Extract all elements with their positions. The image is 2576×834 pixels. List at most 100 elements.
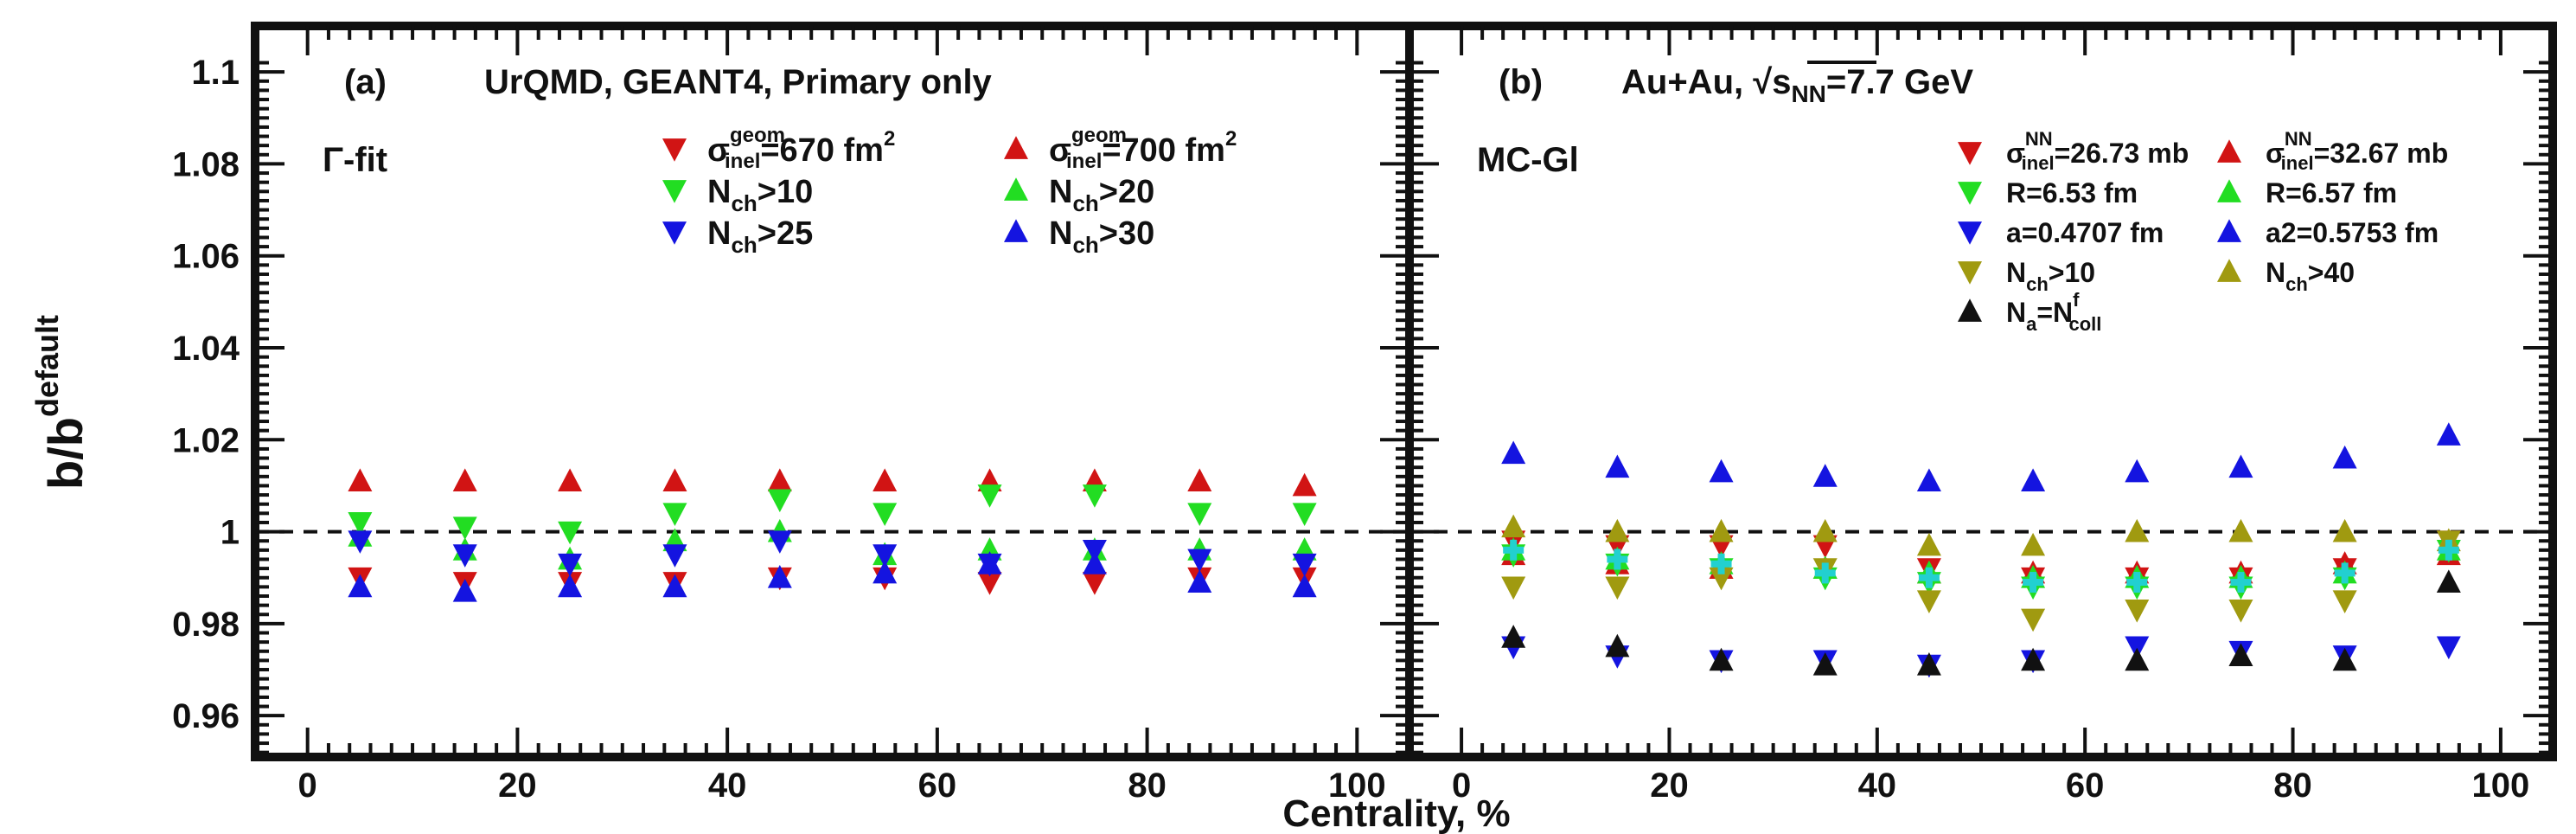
legend-sup: NN — [2025, 128, 2053, 150]
panel-tag: (b) — [1499, 63, 1543, 101]
legend-main: N — [2266, 257, 2285, 288]
data-point — [2126, 572, 2148, 593]
legend-rest: =26.73 mb — [2055, 138, 2189, 169]
legend-label: R=6.53 fm — [2006, 177, 2138, 208]
data-point — [1501, 625, 1526, 648]
data-point — [662, 544, 687, 568]
panel-title: Au+Au, √sNN=7.7 GeV — [1621, 63, 1973, 107]
title-root: √ — [1753, 63, 1773, 101]
series-4 — [348, 530, 1317, 577]
x-axis-label: Centrality, % — [1282, 792, 1510, 834]
data-point — [977, 572, 1002, 595]
legend-sub: ch — [2026, 273, 2049, 295]
data-point — [2230, 572, 2252, 593]
series-2 — [1501, 539, 2461, 600]
y-tick-label: 1.02 — [172, 421, 240, 459]
data-point — [1814, 562, 1836, 584]
y-tick-label: 1 — [221, 514, 240, 552]
legend-marker — [662, 221, 687, 245]
data-point — [348, 574, 373, 598]
legend-rest-sup: f — [2073, 289, 2080, 311]
legend-marker — [2217, 139, 2241, 163]
data-point — [977, 484, 1002, 508]
legend-main: σ — [707, 132, 730, 169]
data-point — [1709, 567, 1734, 591]
data-point — [767, 530, 792, 554]
x-tick-label: 20 — [1650, 767, 1689, 805]
method-label: Γ-fit — [323, 141, 387, 179]
y-tick-label: 1.1 — [191, 54, 240, 92]
legend-rest: >10 — [757, 174, 813, 210]
data-point — [1916, 532, 1941, 556]
data-point — [2436, 422, 2461, 446]
data-point — [873, 544, 898, 568]
data-point — [767, 468, 792, 492]
data-point — [1812, 518, 1838, 542]
data-point — [1187, 549, 1212, 573]
x-tick-label: 60 — [2066, 767, 2105, 805]
legend-marker — [662, 180, 687, 203]
legend-sub: ch — [1072, 232, 1098, 258]
series-5 — [1501, 422, 2461, 492]
data-point — [1082, 572, 1107, 595]
x-tick-label: 40 — [1858, 767, 1897, 805]
data-point — [2021, 532, 2046, 556]
legend-label: σgeom inel=700 fm2 — [1049, 124, 1237, 173]
legend-main: σ — [1049, 132, 1071, 169]
method-label: MC-Gl — [1477, 141, 1579, 179]
legend-sub: inel — [2022, 152, 2055, 174]
legend-sub: inel — [725, 150, 760, 173]
legend-sub: a — [2026, 313, 2037, 335]
legend-main: a2=0.5753 fm — [2266, 217, 2439, 248]
legend-label: σNN inel=26.73 mb — [2006, 128, 2189, 174]
legend-label: a=0.4707 fm — [2006, 217, 2164, 248]
legend-rest: >30 — [1099, 215, 1154, 252]
data-point — [2436, 569, 2461, 593]
legend-marker — [2217, 259, 2241, 282]
data-point — [348, 530, 373, 554]
data-point — [1187, 468, 1212, 492]
data-point — [348, 468, 373, 492]
data-point — [2021, 468, 2046, 492]
y-tick-label: 0.98 — [172, 606, 240, 644]
legend-marker — [1958, 221, 1982, 245]
title-post: =7.7 GeV — [1826, 63, 1973, 101]
data-point — [873, 468, 898, 492]
x-tick-label: 100 — [2472, 767, 2530, 805]
series-7 — [1501, 514, 2461, 556]
data-point — [977, 551, 1002, 574]
data-point — [452, 544, 477, 568]
data-point — [1292, 503, 1317, 527]
series-3 — [1501, 537, 2461, 588]
data-point — [2228, 518, 2253, 542]
x-tick-label: 80 — [1128, 767, 1167, 805]
data-point — [2228, 643, 2253, 666]
legend-marker — [1004, 177, 1028, 201]
series-0 — [348, 567, 1317, 595]
data-point — [2125, 600, 2150, 623]
legend-label: Nch>20 — [1049, 174, 1154, 216]
x-tick-label: 100 — [1328, 767, 1386, 805]
data-point — [2125, 518, 2150, 542]
data-point — [1605, 518, 1630, 542]
data-point — [2334, 562, 2355, 584]
data-point — [1812, 652, 1838, 676]
legend-rest: >40 — [2308, 257, 2355, 288]
legend-main: R=6.53 fm — [2006, 177, 2138, 208]
series-3 — [348, 518, 1317, 570]
data-point — [2021, 608, 2046, 632]
data-point — [873, 503, 898, 527]
data-point — [1292, 553, 1317, 577]
legend-main: N — [2006, 257, 2026, 288]
legend-marker — [1958, 298, 1982, 322]
data-point — [662, 574, 687, 598]
svg-text:b/bdefault: b/bdefault — [29, 315, 93, 490]
legend-rest: =N — [2036, 297, 2073, 328]
series-4 — [1501, 636, 2461, 678]
data-point — [2228, 600, 2253, 623]
data-point — [452, 468, 477, 492]
legend-marker — [1958, 261, 1982, 285]
legend-label: Nch>10 — [707, 174, 813, 216]
legend-marker — [1958, 182, 1982, 205]
data-point — [1082, 551, 1107, 574]
